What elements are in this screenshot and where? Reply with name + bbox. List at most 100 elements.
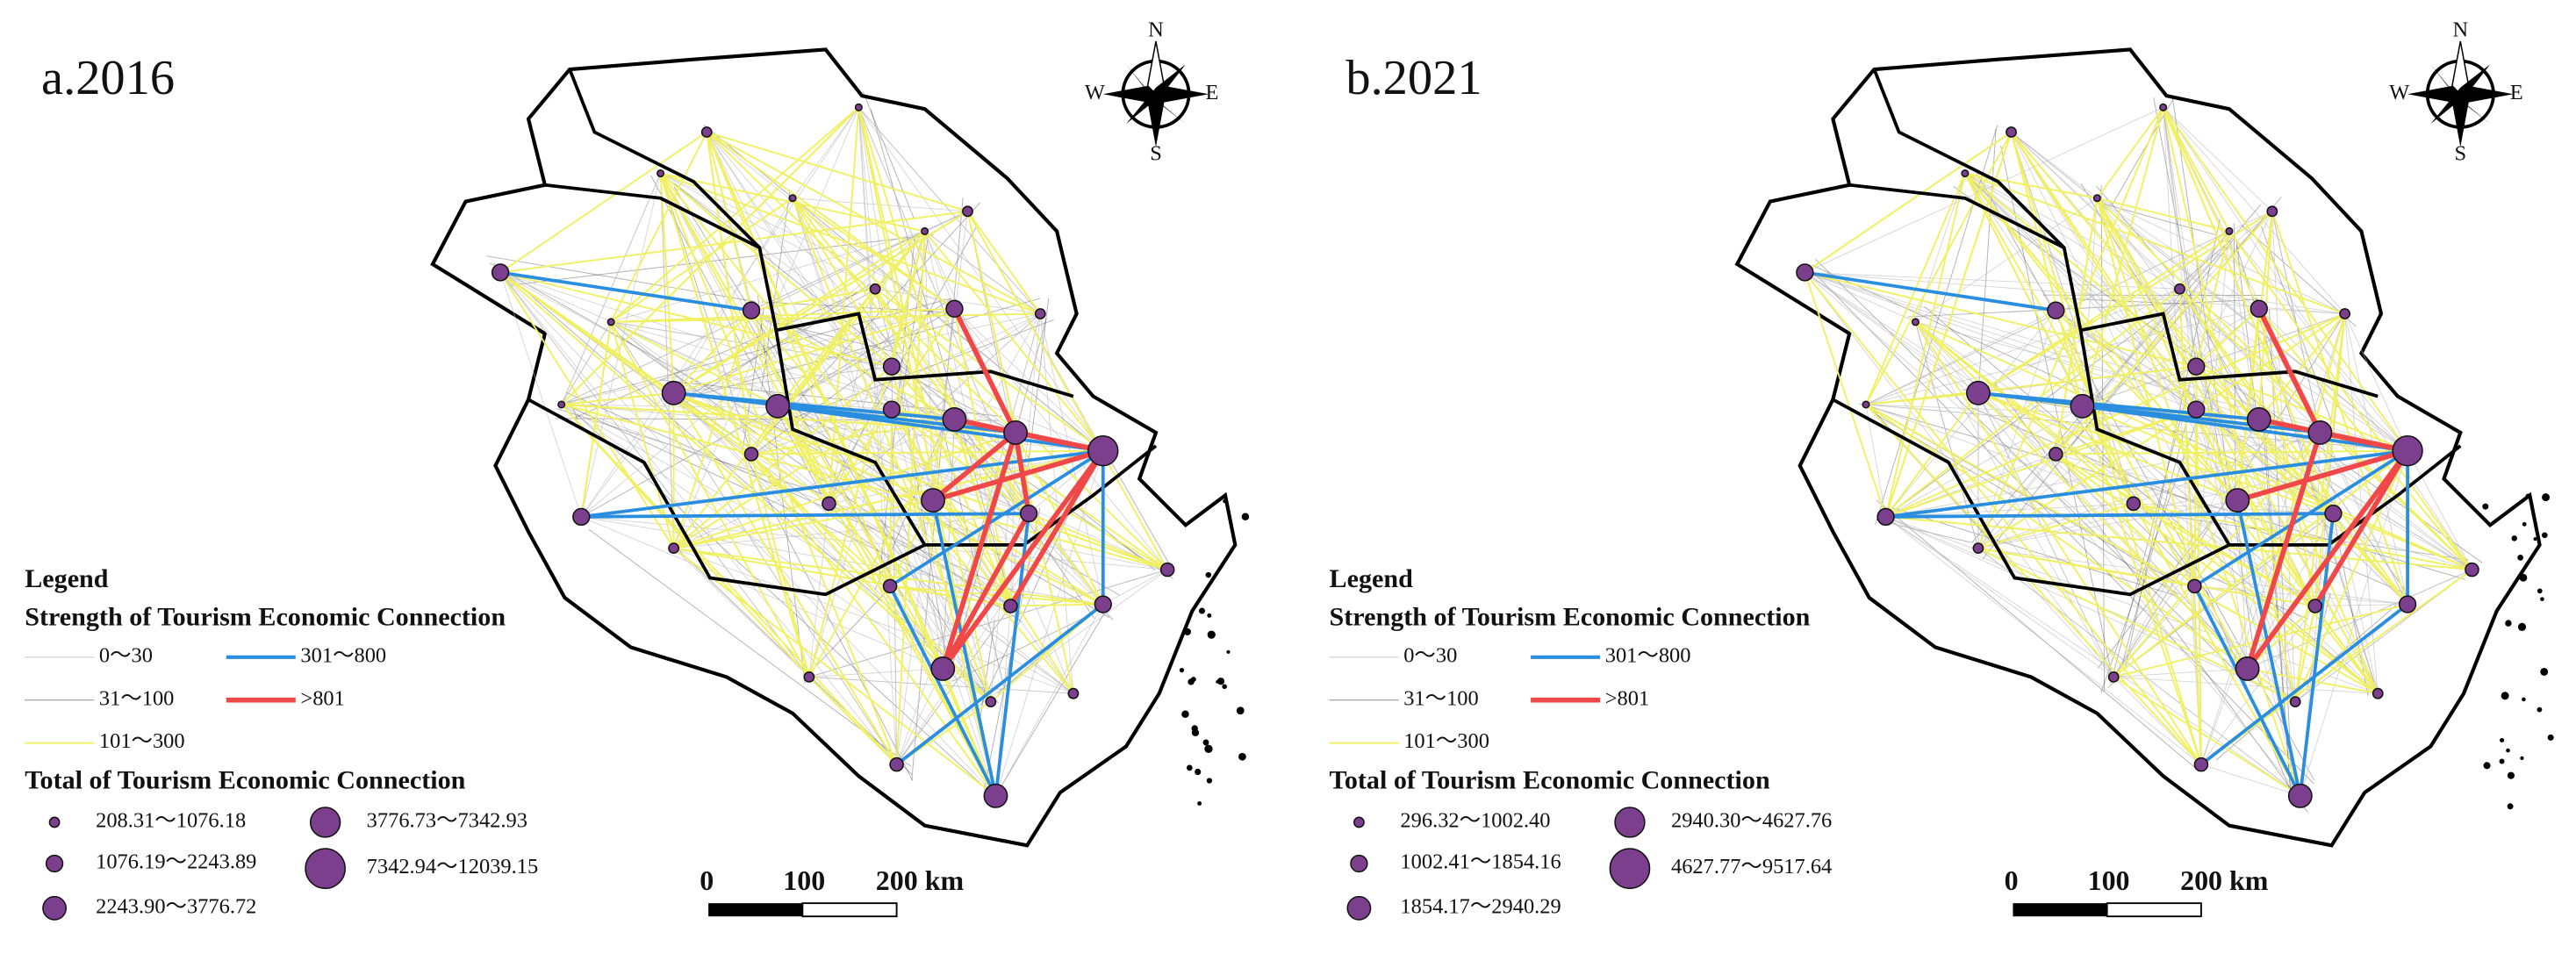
link-weak bbox=[750, 310, 1103, 452]
city-boundary bbox=[1104, 450, 1173, 571]
link-weak bbox=[896, 450, 1104, 765]
link-weak bbox=[1885, 503, 2134, 518]
city-boundary bbox=[2110, 352, 2199, 685]
link-strong bbox=[777, 404, 1104, 453]
link-weak bbox=[660, 173, 675, 549]
scale-label: 200 km bbox=[876, 865, 965, 896]
link-medium bbox=[891, 231, 926, 367]
city-node bbox=[657, 169, 665, 178]
link-weak bbox=[1805, 272, 1979, 394]
link-medium bbox=[2246, 605, 2316, 670]
link-very-strong bbox=[2313, 449, 2410, 607]
legend-label: 0～30 bbox=[1403, 643, 1457, 667]
link-medium bbox=[706, 131, 1016, 434]
link-very-strong bbox=[2244, 432, 2323, 670]
city-boundary bbox=[678, 283, 872, 408]
city-boundary bbox=[816, 592, 886, 665]
legend-label: 1854.17～2940.29 bbox=[1400, 894, 1561, 918]
city-boundary bbox=[1871, 411, 2179, 595]
legend-label: 7342.94～12039.15 bbox=[367, 855, 539, 879]
island bbox=[1202, 739, 1209, 746]
link-medium bbox=[2113, 603, 2408, 678]
link-medium bbox=[1884, 132, 2013, 518]
city-node bbox=[2235, 656, 2260, 681]
city-node bbox=[942, 406, 967, 432]
link-medium bbox=[953, 419, 1168, 570]
link-weak bbox=[2163, 106, 2345, 314]
link-weak bbox=[2011, 132, 2408, 452]
city-node bbox=[2187, 578, 2202, 594]
link-medium bbox=[2294, 450, 2408, 702]
island bbox=[1188, 678, 1195, 685]
link-weak bbox=[777, 405, 1030, 514]
link-weak bbox=[2258, 308, 2408, 451]
city-node bbox=[1159, 562, 1175, 577]
link-medium bbox=[1865, 404, 2296, 703]
city-boundary bbox=[1876, 499, 2200, 772]
link-medium bbox=[808, 419, 956, 678]
link-medium bbox=[672, 392, 891, 587]
link-weak bbox=[706, 132, 1011, 606]
link-strong bbox=[581, 512, 1030, 519]
legend-circle bbox=[42, 895, 68, 921]
link-medium bbox=[2113, 676, 2301, 797]
island bbox=[1205, 571, 1212, 578]
link-medium bbox=[2010, 132, 2198, 411]
city-node bbox=[882, 357, 901, 376]
city-node bbox=[2324, 504, 2343, 523]
link-medium bbox=[777, 288, 876, 407]
city-node bbox=[700, 126, 713, 138]
link-weak bbox=[2196, 409, 2472, 570]
city-node bbox=[765, 393, 791, 419]
island bbox=[1223, 498, 1227, 504]
island bbox=[2482, 503, 2489, 510]
link-weak bbox=[2193, 585, 2248, 670]
link-medium bbox=[672, 310, 752, 549]
island bbox=[1186, 764, 1193, 771]
link-medium bbox=[808, 676, 898, 765]
link-medium bbox=[499, 131, 707, 274]
link-weak bbox=[673, 419, 955, 549]
city-node bbox=[491, 263, 510, 282]
link-weak bbox=[1805, 271, 2408, 452]
link-strong bbox=[673, 391, 955, 421]
link-very-strong bbox=[941, 448, 1106, 671]
island bbox=[1216, 678, 1225, 685]
compass-label: S bbox=[1150, 141, 1162, 165]
link-medium bbox=[1884, 173, 1966, 518]
link-weak bbox=[995, 604, 1104, 797]
city-node bbox=[1003, 420, 1028, 445]
city-node bbox=[668, 542, 680, 555]
link-weak bbox=[924, 231, 1041, 314]
link-weak bbox=[2344, 313, 2408, 451]
link-medium bbox=[561, 404, 752, 455]
city-boundary bbox=[1812, 271, 2314, 785]
link-weak bbox=[1977, 548, 2301, 797]
city-node bbox=[945, 299, 964, 318]
link-strong bbox=[2192, 585, 2302, 797]
city-node bbox=[2107, 671, 2120, 683]
island bbox=[1226, 649, 1231, 654]
island bbox=[1241, 513, 1250, 520]
link-weak bbox=[580, 231, 925, 518]
link-strong bbox=[895, 603, 1104, 766]
city-node bbox=[983, 783, 1008, 808]
link-medium bbox=[2200, 569, 2473, 765]
link-very-strong bbox=[1013, 432, 1031, 514]
link-weak bbox=[857, 107, 891, 586]
link-weak bbox=[891, 366, 898, 765]
link-weak bbox=[896, 569, 1168, 765]
link-strong bbox=[1885, 512, 2334, 519]
link-very-strong bbox=[2245, 448, 2410, 671]
link-medium bbox=[1804, 272, 1887, 518]
link-medium bbox=[891, 408, 1168, 570]
link-strong bbox=[2235, 499, 2302, 797]
legend-subtitle: Strength of Tourism Economic Connection bbox=[1330, 601, 1811, 631]
link-medium bbox=[2178, 289, 2202, 765]
link-weak bbox=[2011, 132, 2238, 501]
link-very-strong bbox=[2236, 448, 2408, 503]
legend-label: 3776.73～7342.93 bbox=[367, 809, 527, 833]
link-weak bbox=[1977, 392, 2114, 678]
link-medium bbox=[2055, 197, 2099, 455]
link-medium bbox=[1915, 321, 2472, 570]
